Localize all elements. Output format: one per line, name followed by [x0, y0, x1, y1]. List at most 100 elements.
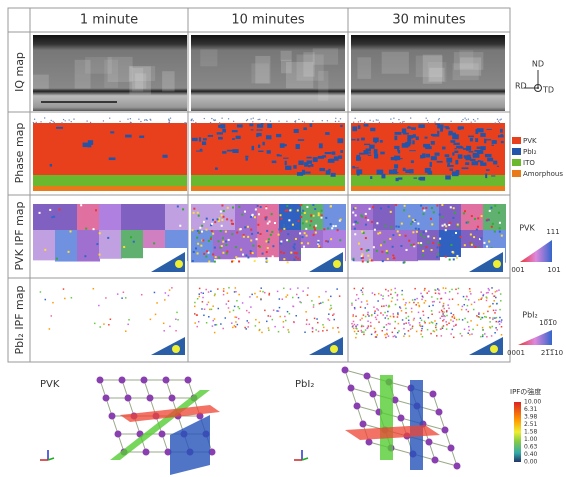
pbi2-dot [430, 333, 432, 335]
ipf-dot [332, 225, 334, 227]
speck [150, 119, 151, 120]
pbi2-dot [382, 298, 384, 300]
ipf-dot [467, 221, 469, 223]
pbi2-dot [403, 299, 405, 301]
ipf-dot [197, 252, 199, 254]
pbi2-dot [442, 311, 444, 313]
atom [147, 395, 154, 402]
grain [162, 71, 174, 91]
pbi2-dot [478, 312, 480, 314]
phase-pbi2 [418, 177, 424, 179]
ipf-dot [283, 252, 285, 254]
ipf-dot [423, 213, 425, 215]
phase-pbi2 [458, 154, 463, 158]
ipf-dot [420, 205, 422, 207]
pbi2-dot [355, 299, 357, 301]
phase-pbi2 [357, 173, 360, 176]
phase-pbi2 [492, 140, 497, 144]
pbi2-dot [353, 321, 355, 323]
pbi2-dot [428, 291, 430, 293]
phase-pbi2 [466, 146, 471, 151]
pbi2-dot [482, 336, 484, 338]
ipf-dot [365, 224, 367, 226]
pbi2-dot [255, 319, 257, 321]
ipf-dot [269, 221, 271, 223]
pbi2-dot [431, 310, 433, 312]
ipf-dot [283, 258, 285, 260]
phase-pbi2 [110, 131, 114, 133]
pbi2-dot [498, 289, 500, 291]
phase-pbi2 [200, 149, 203, 151]
grain [382, 52, 409, 74]
phase-pbi2 [354, 167, 359, 168]
pbi2-dot [201, 292, 203, 294]
phase-ito [191, 175, 345, 186]
grain [75, 60, 91, 89]
pbi2-dot [380, 294, 382, 296]
ipf-dot [330, 238, 332, 240]
pbi2-dot [434, 320, 436, 322]
grain [286, 62, 313, 88]
phase-pvk [191, 123, 345, 175]
ipf-grain [235, 230, 258, 257]
atom [354, 403, 361, 410]
pbi2-dot [469, 334, 471, 336]
pbi2-dot [287, 329, 289, 331]
phase-pbi2 [285, 166, 291, 170]
pbi2-dot [279, 298, 281, 300]
ipf-dot [197, 212, 199, 214]
pbi2-dot [499, 323, 501, 325]
pbi2-dot [429, 305, 431, 307]
ipf-dot [422, 250, 424, 252]
pbi2-dot [52, 302, 54, 304]
ipf-dot [425, 246, 427, 248]
legend-title: PVK [519, 224, 535, 233]
phase-pbi2 [465, 162, 469, 165]
speck [184, 122, 185, 123]
pbi2-dot [236, 317, 238, 319]
pbi2-dot [489, 326, 491, 328]
pbi2-dot [361, 330, 363, 332]
pbi2-dot [408, 330, 410, 332]
phase-pbi2 [266, 135, 272, 139]
ipf-dot [437, 253, 439, 255]
pbi2-dot [272, 319, 274, 321]
pbi2-dot [405, 322, 407, 324]
grain [33, 75, 49, 89]
ipf-dot [420, 242, 422, 244]
pbi2-dot [380, 312, 382, 314]
pbi2-dot [273, 309, 275, 311]
phase-pbi2 [405, 170, 409, 173]
ipf-dot [252, 252, 254, 254]
pbi2-dot [486, 336, 488, 338]
pbi2-dot [169, 289, 171, 291]
phase-pbi2 [222, 129, 226, 133]
pbi2-dot [361, 318, 363, 320]
atom [109, 413, 116, 420]
pbi2-dot [450, 319, 452, 321]
pbi2-dot [373, 306, 375, 308]
phase-pbi2 [257, 124, 263, 128]
ipf-dot [366, 250, 368, 252]
ipf-dot [367, 261, 369, 263]
pbi2-dot [492, 303, 494, 305]
phase-pbi2 [313, 157, 318, 162]
pbi2-dot [264, 310, 266, 312]
phase-pbi2 [227, 150, 233, 152]
ipf-dot [283, 224, 285, 226]
atom [185, 377, 192, 384]
pbi2-dot [441, 298, 443, 300]
phase-pbi2 [451, 133, 456, 135]
pbi2-dot [493, 310, 495, 312]
ipf-dot [395, 204, 397, 206]
pbi2-dot [235, 287, 237, 289]
phase-pbi2 [325, 132, 329, 135]
pbi2-dot [494, 317, 496, 319]
pbi2-dot [431, 314, 433, 316]
pbi2-dot [231, 322, 233, 324]
pbi2-dot [292, 306, 294, 308]
ipf-dot [492, 223, 494, 225]
pbi2-dot [121, 297, 123, 299]
pbi2-dot [127, 324, 129, 326]
pbi2-dot [397, 314, 399, 316]
